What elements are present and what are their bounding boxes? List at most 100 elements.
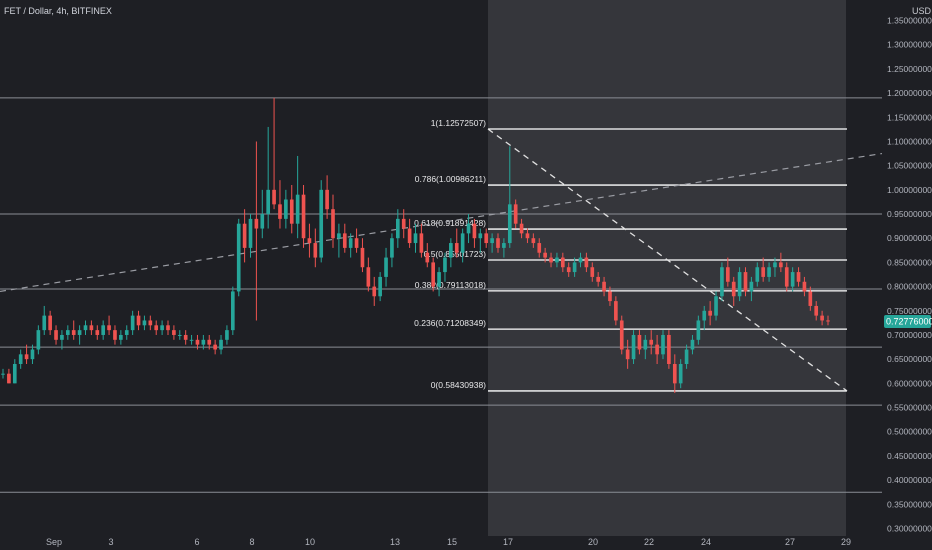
price-tick-label: 0.55000000 <box>887 403 932 413</box>
price-tick-label: 1.15000000 <box>887 112 932 122</box>
price-tick-label: 1.05000000 <box>887 161 932 171</box>
candle-body <box>325 189 329 210</box>
current-price-badge: 0.72776000 <box>884 315 932 329</box>
candle-body <box>784 267 789 287</box>
candle-body <box>478 233 483 239</box>
candle-body <box>767 267 771 277</box>
candle-body <box>614 301 618 321</box>
candle-body <box>773 262 777 268</box>
candle-body <box>431 262 436 287</box>
fib-level-label: 0.786(1.00986211) <box>415 174 486 184</box>
candle-body <box>743 272 748 292</box>
candle-body <box>537 243 542 253</box>
candle-body <box>543 252 547 258</box>
candle-body <box>384 257 388 277</box>
candle-body <box>189 339 194 341</box>
candle-body <box>667 334 671 365</box>
candle-body <box>71 330 76 335</box>
candle-body <box>566 267 571 273</box>
price-tick-label: 0.40000000 <box>887 475 932 485</box>
time-tick-label: 6 <box>194 537 199 547</box>
candle-body <box>289 199 294 224</box>
price-axis[interactable]: 1.35000000 1.30000000 1.25000000 1.20000000… <box>882 0 932 550</box>
candle-body <box>596 276 601 282</box>
candle-body <box>307 238 312 244</box>
candle-body <box>714 296 718 316</box>
candle-body <box>236 223 241 292</box>
price-badge-bg <box>884 315 931 329</box>
candle-body <box>725 267 730 282</box>
candle-body <box>790 272 795 287</box>
candle-body <box>372 286 377 297</box>
candle-body <box>731 281 736 297</box>
candle-body <box>177 334 182 336</box>
candle-body <box>7 373 11 384</box>
candle-body <box>278 204 282 219</box>
trendlines[interactable] <box>0 128 883 392</box>
rising-dashed-trendline[interactable] <box>0 152 883 293</box>
candle-body <box>60 334 64 340</box>
fib-level-label: 1(1.12572507) <box>431 118 486 128</box>
candle-body <box>119 334 123 340</box>
candle-body <box>42 315 47 331</box>
candle-body <box>826 320 830 322</box>
candle-body <box>142 320 147 326</box>
candle-body <box>749 281 754 292</box>
candle-body <box>378 276 382 297</box>
candle-body <box>820 315 824 321</box>
candle-body <box>124 330 129 335</box>
candle-body <box>578 257 583 263</box>
candle-body <box>107 325 111 331</box>
candle-body <box>395 218 400 239</box>
candle-body <box>584 257 589 268</box>
candle-body <box>525 233 530 239</box>
candle-body <box>319 189 324 258</box>
candle-body <box>89 325 94 331</box>
time-axis[interactable]: Sep 3 6 8 10 13 15 17 20 22 24 27 29 <box>0 536 932 550</box>
price-tick-label: 0.60000000 <box>887 378 932 388</box>
candle-body <box>130 315 135 331</box>
price-tick-label: 0.65000000 <box>887 354 932 364</box>
candle-body <box>437 272 441 287</box>
candle-body <box>18 354 23 365</box>
candle-body <box>230 291 235 331</box>
candle-body <box>814 305 819 316</box>
candle-body <box>366 267 371 287</box>
candle-body <box>77 330 82 335</box>
candle-body <box>260 214 265 229</box>
time-tick-label: 3 <box>108 537 113 547</box>
candle-body <box>684 349 689 365</box>
candle-body <box>136 315 141 326</box>
time-axis-background <box>0 536 932 550</box>
candle-body <box>337 233 341 239</box>
candle-body <box>672 364 677 384</box>
time-tick-label: 24 <box>701 537 711 547</box>
time-tick-label: 15 <box>447 537 457 547</box>
candle-body <box>696 320 701 340</box>
candle-body <box>407 228 412 244</box>
candle-body <box>779 262 783 268</box>
candle-body <box>83 325 88 331</box>
fib-level-label: 0(0.58430938) <box>431 380 486 390</box>
time-tick-label: 8 <box>249 537 254 547</box>
price-tick-label: 0.85000000 <box>887 257 932 267</box>
candle-body <box>572 262 577 273</box>
candle-body <box>166 325 170 331</box>
candle-body <box>454 243 459 253</box>
candle-body <box>101 325 106 335</box>
price-tick-label: 0.35000000 <box>887 499 932 509</box>
price-tick-label: 0.80000000 <box>887 282 932 292</box>
candle-body <box>555 257 559 263</box>
price-tick-label: 0.90000000 <box>887 233 932 243</box>
candle-body <box>213 344 217 350</box>
candle-body <box>649 339 654 345</box>
price-tick-label: 1.10000000 <box>887 136 932 146</box>
falling-dashed-trendline[interactable] <box>487 128 848 392</box>
candle-body <box>608 291 612 302</box>
candle-body <box>48 315 52 331</box>
candle-body <box>761 267 766 277</box>
candle-body <box>295 194 300 224</box>
candle-body <box>678 364 683 384</box>
price-tick-label: 1.35000000 <box>887 16 932 26</box>
